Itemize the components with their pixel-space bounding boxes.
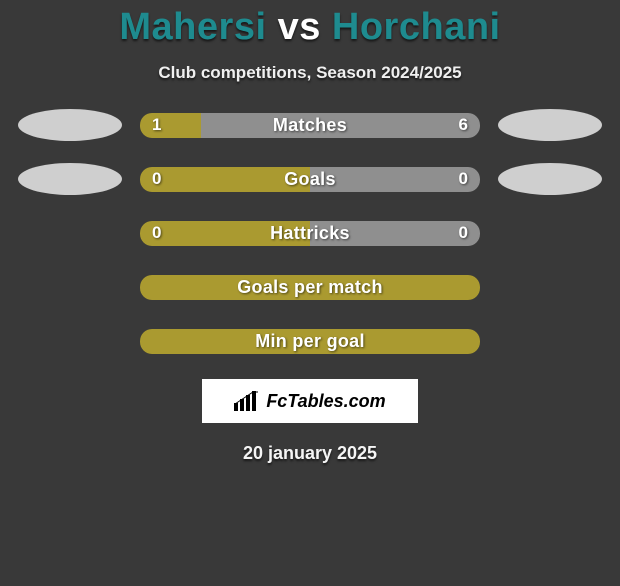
stat-label: Hattricks	[140, 221, 480, 246]
footer-date: 20 january 2025	[0, 443, 620, 464]
subtitle: Club competitions, Season 2024/2025	[0, 63, 620, 83]
stat-row: Goals per match	[0, 271, 620, 303]
oval-spacer	[498, 217, 602, 249]
stat-bar: 16Matches	[140, 113, 480, 138]
oval-spacer	[498, 271, 602, 303]
player-right-oval	[498, 109, 602, 141]
title-player-left: Mahersi	[119, 6, 266, 48]
oval-spacer	[18, 271, 122, 303]
title-vs: vs	[267, 6, 332, 48]
stat-row: 16Matches	[0, 109, 620, 141]
brand-badge: FcTables.com	[202, 379, 418, 423]
chart-icon	[234, 391, 260, 411]
oval-spacer	[18, 325, 122, 357]
player-right-oval	[498, 163, 602, 195]
stat-row: 00Goals	[0, 163, 620, 195]
stat-label: Matches	[140, 113, 480, 138]
stat-label: Min per goal	[140, 329, 480, 354]
stat-label: Goals per match	[140, 275, 480, 300]
title-player-right: Horchani	[332, 6, 501, 48]
stat-bar: 00Hattricks	[140, 221, 480, 246]
stat-bar: Goals per match	[140, 275, 480, 300]
brand-text: FcTables.com	[266, 391, 385, 412]
stat-bar: Min per goal	[140, 329, 480, 354]
stats-container: 16Matches 00Goals 00Hattricks Goals per mat…	[0, 109, 620, 357]
page-title: Mahersi vs Horchani	[0, 6, 620, 49]
stat-bar: 00Goals	[140, 167, 480, 192]
stat-row: Min per goal	[0, 325, 620, 357]
player-left-oval	[18, 109, 122, 141]
oval-spacer	[498, 325, 602, 357]
stat-row: 00Hattricks	[0, 217, 620, 249]
stat-label: Goals	[140, 167, 480, 192]
brand-inner: FcTables.com	[234, 391, 385, 412]
oval-spacer	[18, 217, 122, 249]
player-left-oval	[18, 163, 122, 195]
